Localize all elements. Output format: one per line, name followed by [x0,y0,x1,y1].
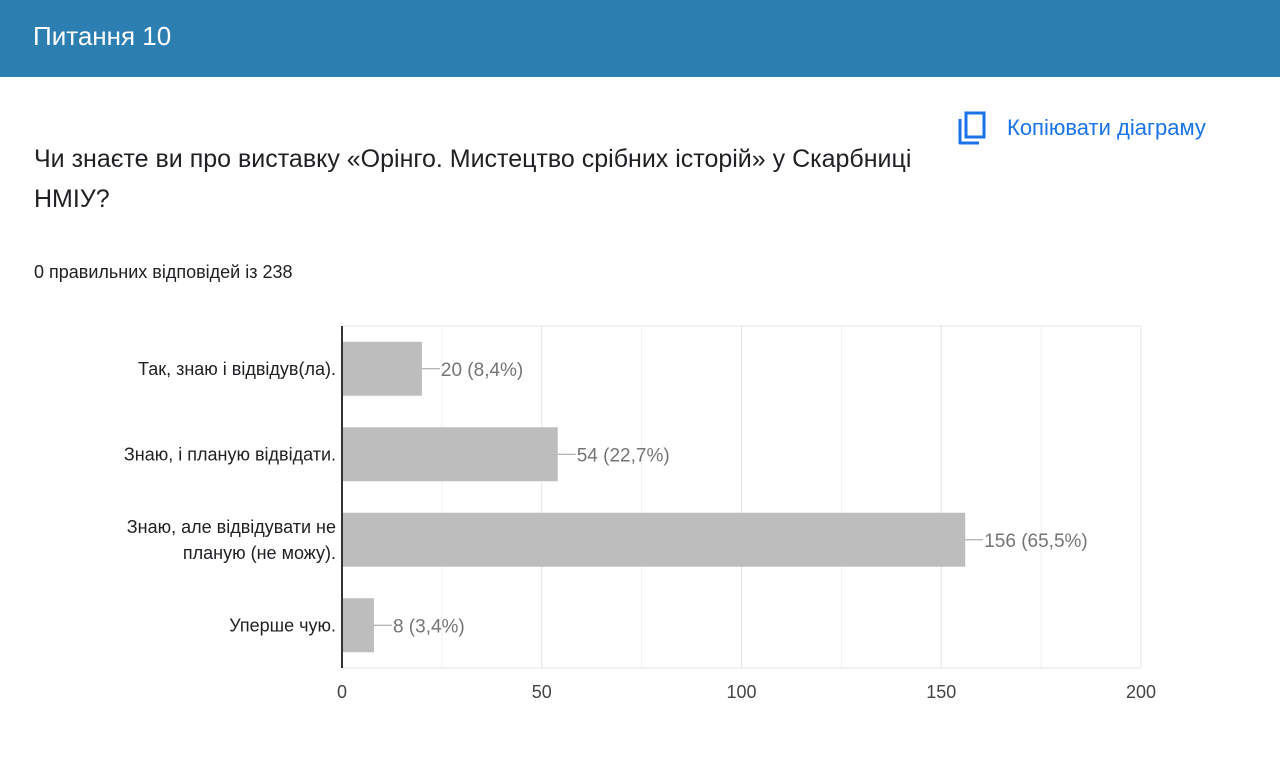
correct-answers-summary: 0 правильних відповідей із 238 [34,262,293,282]
category-label: Знаю, але відвідувати не [127,517,336,537]
bar [342,598,374,653]
data-label: 20 (8,4%) [441,360,523,381]
category-label: Уперше чую. [229,615,336,635]
x-tick-label: 50 [532,682,552,702]
data-label: 156 (65,5%) [984,531,1088,552]
x-tick-label: 150 [926,682,956,702]
bar [342,427,558,482]
x-tick-label: 200 [1126,682,1156,702]
question-text: Чи знаєте ви про виставку «Орінго. Мисте… [34,145,912,213]
copy-chart-button[interactable]: Копіювати діаграму [956,110,1206,146]
bar [342,512,966,567]
bar-chart: 0 50 100 150 200 20 (8,4%) Так, знаю і відвіду… [124,325,1156,702]
data-label: 54 (22,7%) [577,445,670,466]
x-tick-label: 100 [726,682,756,702]
question-header: Питання 10 [0,0,1280,77]
category-label: Знаю, і планую відвідати. [124,444,336,464]
category-label: Так, знаю і відвідув(ла). [138,359,336,379]
category-label: планую (не можу). [183,543,336,563]
copy-icon [958,111,986,145]
data-label: 8 (3,4%) [393,616,465,637]
x-tick-label: 0 [337,682,347,702]
copy-chart-label: Копіювати діаграму [1007,115,1206,140]
bar [342,341,422,396]
header-title: Питання 10 [33,21,172,51]
